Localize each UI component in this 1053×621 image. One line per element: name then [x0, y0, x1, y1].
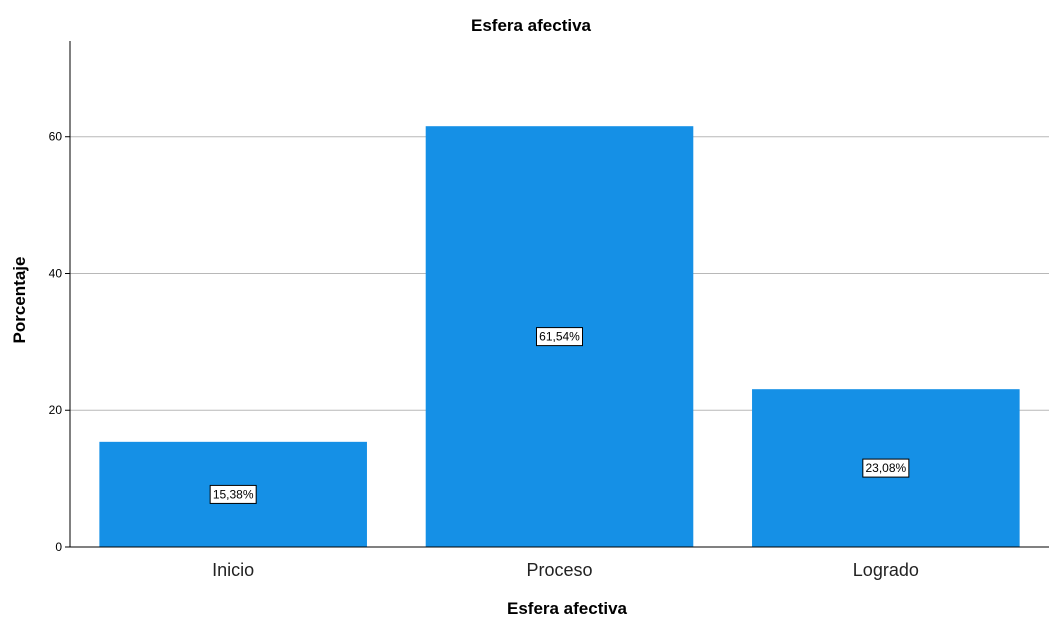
x-axis-label: Esfera afectiva [507, 599, 628, 618]
x-tick-label: Inicio [212, 560, 254, 580]
y-axis: 0 20 40 60 [49, 41, 71, 554]
x-axis: Inicio Proceso Logrado [70, 546, 1049, 580]
y-axis-label: Porcentaje [10, 257, 29, 344]
y-tick-label: 40 [49, 266, 63, 280]
x-tick-label: Logrado [853, 560, 919, 580]
data-label: 15,38% [213, 487, 254, 501]
data-label-box [862, 458, 910, 478]
data-label-box [536, 327, 583, 347]
data-label: 61,54% [539, 330, 580, 344]
y-tick-label: 60 [49, 130, 63, 144]
x-tick-label: Proceso [526, 560, 592, 580]
chart-title: Esfera afectiva [471, 16, 592, 35]
data-label-box [209, 484, 257, 504]
data-label: 23,08% [865, 461, 906, 475]
y-tick-label: 20 [49, 403, 63, 417]
data-labels: 15,38% 61,54% 23,08% [209, 327, 910, 504]
y-tick-label: 0 [55, 540, 62, 554]
